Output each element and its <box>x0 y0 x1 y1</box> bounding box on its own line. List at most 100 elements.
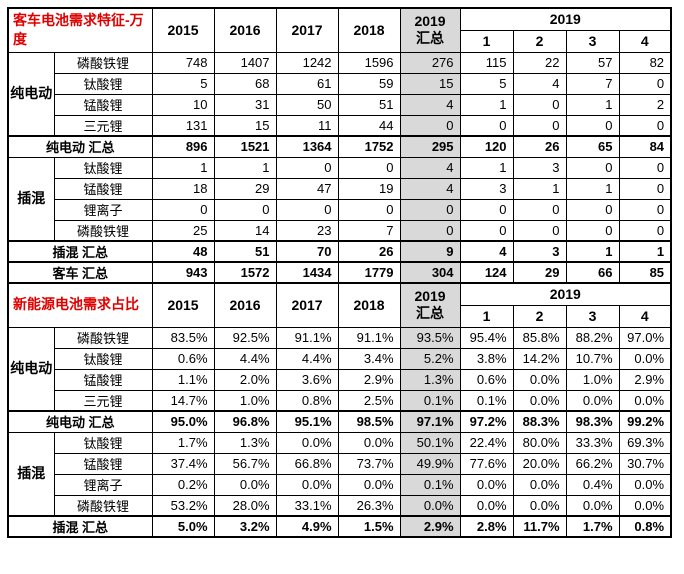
value-cell: 1 <box>151 156 215 179</box>
grand-total-row: 客车 汇总 943 1572 1434 1779 304 124 29 66 85 <box>7 261 672 284</box>
value-cell: 0 <box>618 177 672 200</box>
value-cell: 28.0% <box>213 494 277 517</box>
value-cell: 1.7% <box>151 431 215 454</box>
table-body: 客车电池需求特征-万度 2015 2016 2017 2018 2019 汇总 2019 1 2 3… <box>7 7 672 538</box>
value-cell: 0.0% <box>565 389 620 412</box>
value-cell: 0 <box>337 198 401 221</box>
value-cell: 0 <box>275 198 339 221</box>
summary-value-cell: 95.0% <box>151 410 215 433</box>
summary-row-label: 插混 汇总 <box>7 240 153 263</box>
summary-value-cell: 120 <box>459 135 514 158</box>
value-cell: 0.0% <box>275 431 339 454</box>
summary-value-cell: 11.7% <box>512 515 567 538</box>
value-cell: 3.4% <box>337 347 401 370</box>
value-cell: 2.5% <box>337 389 401 412</box>
value-cell: 14 <box>213 219 277 242</box>
value-cell: 91.1% <box>337 326 401 349</box>
grand-total-value-cell: 943 <box>151 261 215 284</box>
summary-value-cell: 0.8% <box>618 515 672 538</box>
value-cell: 33.3% <box>565 431 620 454</box>
value-cell: 0.0% <box>512 389 567 412</box>
value-cell: 85.8% <box>512 326 567 349</box>
value-cell: 91.1% <box>275 326 339 349</box>
value-cell: 0 <box>565 156 620 179</box>
value-cell: 3.6% <box>275 368 339 391</box>
battery-table: 客车电池需求特征-万度 2015 2016 2017 2018 2019 汇总 2019 1 2 3… <box>7 7 673 538</box>
value-cell: 0.0% <box>275 473 339 496</box>
value-cell: 5 <box>459 72 514 95</box>
value-cell: 15 <box>213 114 277 137</box>
summary-row-label: 纯电动 汇总 <box>7 410 153 433</box>
quarter-header: 1 <box>459 304 514 328</box>
grand-total-value-cell: 85 <box>618 261 672 284</box>
value-cell: 0.0% <box>337 431 401 454</box>
grand-total-value-cell: 1572 <box>213 261 277 284</box>
value-cell: 0 <box>399 198 461 221</box>
table-row: 锰酸锂 37.4% 56.7% 66.8% 73.7% 49.9% 77.6% 20.0% 66… <box>8 452 672 475</box>
value-cell: 51 <box>337 93 401 116</box>
value-cell: 82 <box>618 51 672 74</box>
grand-total-value-cell: 1779 <box>337 261 401 284</box>
value-cell: 0 <box>399 114 461 137</box>
table-row: 锂离子 0 0 0 0 0 0 0 0 0 <box>8 198 672 221</box>
value-cell: 50.1% <box>399 431 461 454</box>
value-cell: 2 <box>618 93 672 116</box>
summary-value-cell: 65 <box>565 135 620 158</box>
value-cell: 4.4% <box>213 347 277 370</box>
value-cell: 0.0% <box>459 494 514 517</box>
value-cell: 0.8% <box>275 389 339 412</box>
value-cell: 88.2% <box>565 326 620 349</box>
value-cell: 0.2% <box>151 473 215 496</box>
table-row: 钛酸锂 5 68 61 59 15 5 4 7 0 <box>8 72 672 95</box>
value-cell: 0 <box>618 198 672 221</box>
value-cell: 1.0% <box>565 368 620 391</box>
value-cell: 0.0% <box>337 473 401 496</box>
value-cell: 1 <box>213 156 277 179</box>
value-cell: 0 <box>459 219 514 242</box>
table-row: 磷酸铁锂 25 14 23 7 0 0 0 0 0 <box>8 219 672 242</box>
value-cell: 20.0% <box>512 452 567 475</box>
summary-value-cell: 1 <box>565 240 620 263</box>
year-span-header: 2019 <box>459 282 672 306</box>
value-cell: 0 <box>213 198 277 221</box>
summary-row: 插混 汇总 48 51 70 26 9 4 3 1 1 <box>7 240 672 263</box>
summary-value-cell: 1.5% <box>337 515 401 538</box>
summary-value-cell: 295 <box>399 135 461 158</box>
value-cell: 0 <box>337 156 401 179</box>
value-cell: 57 <box>565 51 620 74</box>
summary-value-cell: 26 <box>512 135 567 158</box>
summary-value-cell: 84 <box>618 135 672 158</box>
quarter-header: 3 <box>565 304 620 328</box>
summary-value-cell: 3.2% <box>213 515 277 538</box>
value-cell: 50 <box>275 93 339 116</box>
grand-total-value-cell: 124 <box>459 261 514 284</box>
value-cell: 19 <box>337 177 401 200</box>
value-cell: 7 <box>565 72 620 95</box>
value-cell: 77.6% <box>459 452 514 475</box>
value-cell: 22.4% <box>459 431 514 454</box>
value-cell: 2.9% <box>618 368 672 391</box>
summary-value-cell: 896 <box>151 135 215 158</box>
value-cell: 0.0% <box>512 473 567 496</box>
quarter-header: 1 <box>459 29 514 53</box>
grand-total-value-cell: 1434 <box>275 261 339 284</box>
value-cell: 59 <box>337 72 401 95</box>
value-cell: 0.0% <box>618 389 672 412</box>
value-cell: 4 <box>512 72 567 95</box>
value-cell: 1.0% <box>213 389 277 412</box>
value-cell: 0 <box>459 198 514 221</box>
value-cell: 0.1% <box>459 389 514 412</box>
summary-value-cell: 4 <box>459 240 514 263</box>
summary-value-cell: 99.2% <box>618 410 672 433</box>
value-cell: 1 <box>565 177 620 200</box>
material-label: 磷酸铁锂 <box>53 51 153 74</box>
value-cell: 748 <box>151 51 215 74</box>
value-cell: 0 <box>512 219 567 242</box>
value-cell: 23 <box>275 219 339 242</box>
value-cell: 0.0% <box>618 494 672 517</box>
value-cell: 0.0% <box>618 473 672 496</box>
value-cell: 83.5% <box>151 326 215 349</box>
value-cell: 1407 <box>213 51 277 74</box>
table-row: 磷酸铁锂 53.2% 28.0% 33.1% 26.3% 0.0% 0.0% 0.0% 0.0%… <box>8 494 672 517</box>
value-cell: 1 <box>565 93 620 116</box>
